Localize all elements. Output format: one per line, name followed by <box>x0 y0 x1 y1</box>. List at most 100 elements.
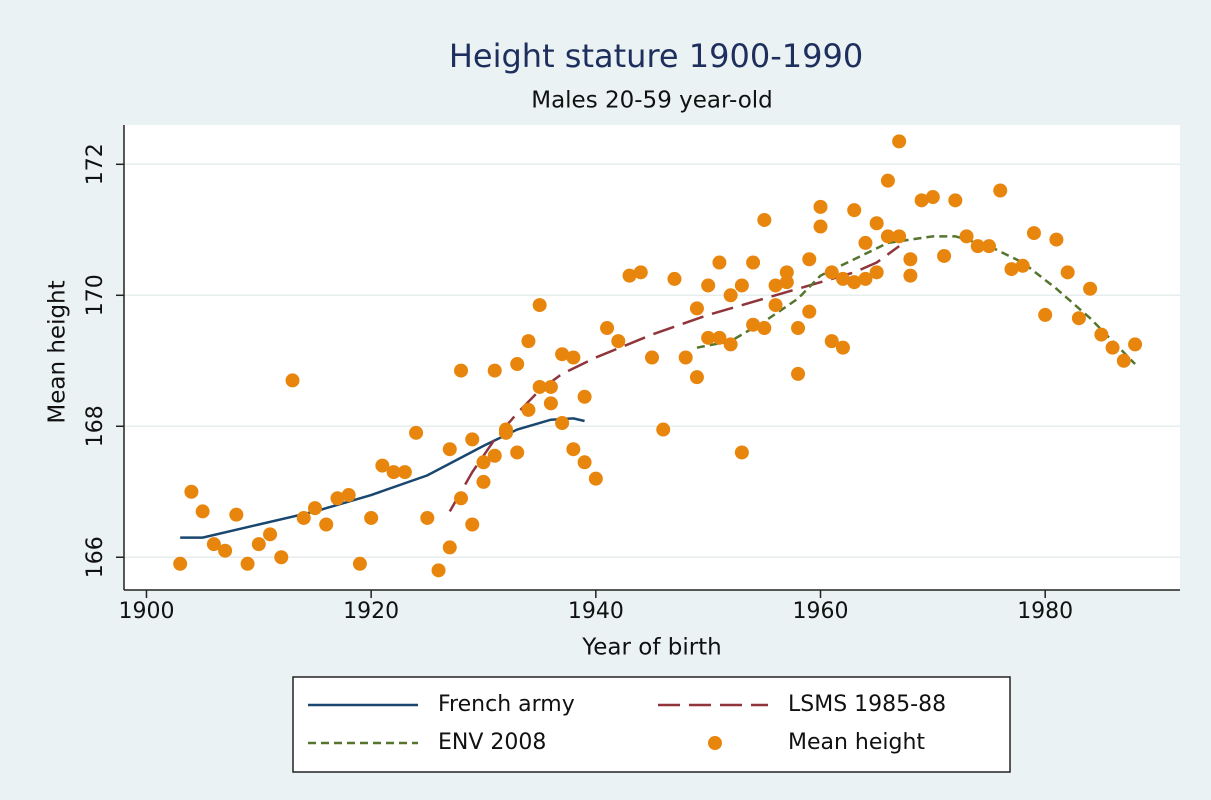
scatter-point <box>543 379 558 394</box>
scatter-point <box>330 491 345 506</box>
scatter-point <box>577 389 592 404</box>
scatter-point <box>566 350 581 365</box>
scatter-point <box>914 193 929 208</box>
x-tick-label: 1960 <box>793 599 849 624</box>
scatter-point <box>903 252 918 267</box>
scatter-point <box>1049 232 1064 247</box>
scatter-point <box>251 537 266 552</box>
scatter-point <box>1038 307 1053 322</box>
scatter-point <box>307 501 322 516</box>
scatter-point <box>532 298 547 313</box>
scatter-point <box>341 488 356 503</box>
scatter-point <box>454 491 469 506</box>
scatter-point <box>409 425 424 440</box>
scatter-point <box>970 239 985 254</box>
scatter-point <box>858 235 873 250</box>
scatter-point <box>746 317 761 332</box>
scatter-point <box>880 229 895 244</box>
scatter-point <box>1026 226 1041 241</box>
scatter-point <box>701 278 716 293</box>
scatter-point <box>892 229 907 244</box>
scatter-point <box>173 556 188 571</box>
scatter-point <box>847 203 862 218</box>
scatter-point <box>892 134 907 149</box>
scatter-point <box>1094 327 1109 342</box>
scatter-point <box>442 442 457 457</box>
scatter-point <box>1105 340 1120 355</box>
x-tick-label: 1920 <box>343 599 399 624</box>
scatter-point <box>948 193 963 208</box>
scatter-point <box>937 248 952 263</box>
scatter-point <box>510 445 525 460</box>
scatter-point <box>397 465 412 480</box>
scatter-point <box>689 370 704 385</box>
scatter-point <box>498 425 513 440</box>
scatter-point <box>521 402 536 417</box>
scatter-point <box>858 271 873 286</box>
series-line <box>696 235 1136 365</box>
x-axis-label: Year of birth <box>581 635 722 661</box>
scatter-point <box>465 517 480 532</box>
scatter-point <box>510 357 525 372</box>
y-tick-label: 166 <box>83 536 108 578</box>
scatter-point <box>768 298 783 313</box>
scatter-point <box>712 255 727 270</box>
legend-label: LSMS 1985-88 <box>788 692 946 717</box>
scatter-point <box>824 334 839 349</box>
scatter-point <box>195 504 210 519</box>
scatter-point <box>229 507 244 522</box>
y-tick-label: 168 <box>83 405 108 447</box>
scatter-point <box>667 271 682 286</box>
scatter-point <box>802 304 817 319</box>
series-line <box>448 245 900 513</box>
scatter-point <box>296 510 311 525</box>
scatter-point <box>633 265 648 280</box>
scatter-point <box>847 275 862 290</box>
legend-label: French army <box>438 692 575 717</box>
scatter-point <box>959 229 974 244</box>
scatter-point <box>1128 337 1143 352</box>
scatter-point <box>1015 258 1030 273</box>
scatter-point <box>240 556 255 571</box>
legend-box <box>292 676 1011 773</box>
scatter-point <box>476 455 491 470</box>
scatter-point <box>779 265 794 280</box>
scatter-point <box>263 527 278 542</box>
scatter-point <box>656 422 671 437</box>
scatter-point <box>600 321 615 336</box>
legend-label: ENV 2008 <box>438 730 546 755</box>
scatter-point <box>1116 353 1131 368</box>
scatter-point <box>701 330 716 345</box>
x-tick-label: 1900 <box>118 599 174 624</box>
y-axis-label: Mean height <box>45 280 71 423</box>
scatter-point <box>1060 265 1075 280</box>
scatter-point <box>454 363 469 378</box>
scatter-point <box>768 278 783 293</box>
scatter-point <box>734 445 749 460</box>
scatter-point <box>319 517 334 532</box>
scatter-point <box>903 268 918 283</box>
scatter-point <box>869 216 884 231</box>
scatter-point <box>993 183 1008 198</box>
scatter-point <box>465 432 480 447</box>
chart-subtitle: Males 20-59 year-old <box>531 88 773 114</box>
scatter-point <box>880 173 895 188</box>
scatter-point <box>712 330 727 345</box>
scatter-point <box>622 268 637 283</box>
scatter-point <box>577 455 592 470</box>
scatter-point <box>218 543 233 558</box>
scatter-point <box>746 255 761 270</box>
scatter-point <box>375 458 390 473</box>
scatter-point <box>645 350 659 365</box>
y-tick-label: 170 <box>83 274 108 316</box>
scatter-point <box>1083 281 1098 296</box>
legend-swatch <box>708 736 722 750</box>
scatter-point <box>869 265 884 280</box>
scatter-point <box>487 363 502 378</box>
scatter-point <box>364 510 379 525</box>
scatter-point <box>813 219 828 234</box>
scatter-point <box>1071 311 1086 326</box>
x-tick-label: 1940 <box>568 599 624 624</box>
scatter-point <box>791 321 806 336</box>
